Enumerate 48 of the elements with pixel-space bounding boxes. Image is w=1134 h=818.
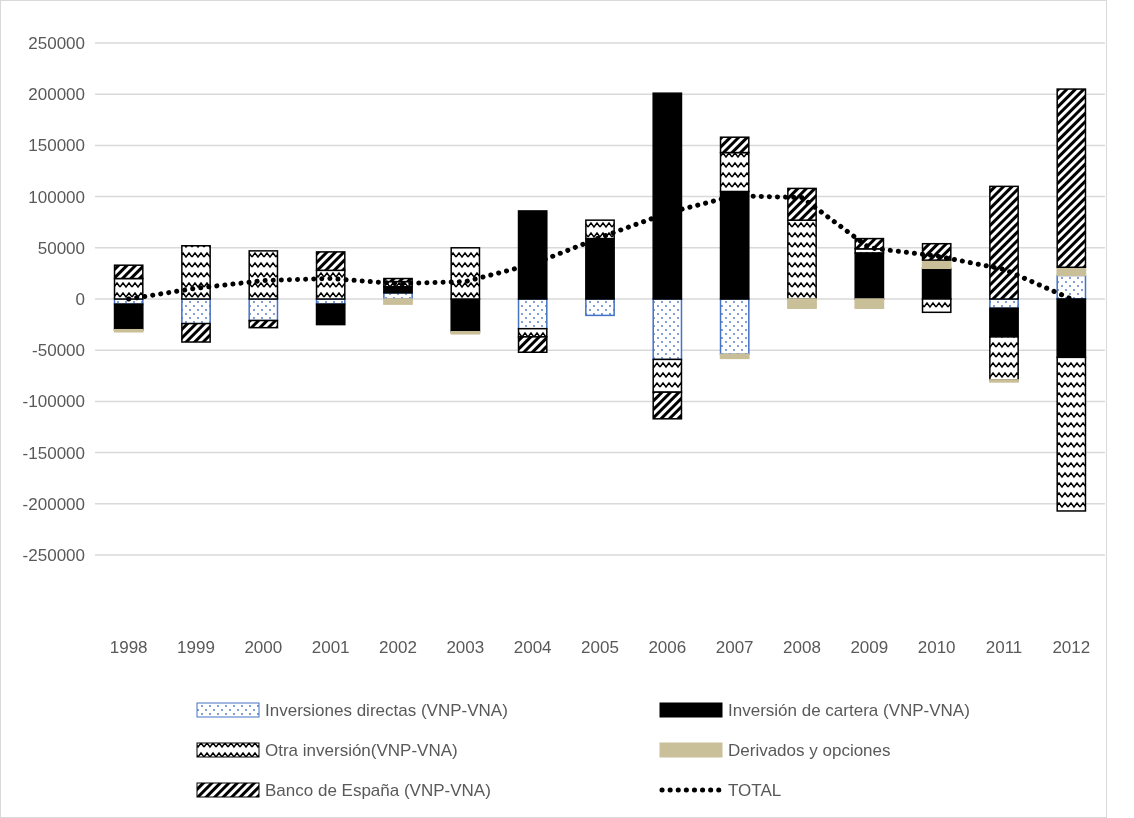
x-tick-label: 1998 [109, 638, 148, 657]
y-tick-label: 100000 [28, 187, 85, 207]
x-tick-label: 2005 [581, 638, 619, 657]
x-tick-label: 2004 [513, 638, 552, 657]
legend-label: Inversiones directas (VNP-VNA) [265, 700, 508, 720]
y-tick-label: 0 [75, 289, 85, 309]
bar [787, 298, 817, 309]
legend-label: Inversión de cartera (VNP-VNA) [728, 700, 970, 720]
legend-label: TOTAL [728, 780, 782, 800]
legend-label: Banco de España (VNP-VNA) [265, 780, 491, 800]
y-tick-label: 50000 [37, 238, 85, 258]
x-tick-label: 2003 [446, 638, 485, 657]
bar [585, 298, 615, 317]
y-tick-label: 150000 [28, 136, 85, 156]
y-tick-label: -250000 [22, 545, 85, 565]
y-tick-label: -150000 [22, 443, 85, 463]
y-tick-label: -100000 [22, 392, 85, 412]
bar [854, 252, 885, 300]
bar [517, 298, 548, 330]
x-tick-label: 2000 [244, 638, 283, 657]
legend-label: Derivados y opciones [728, 740, 891, 760]
x-tick-label: 2009 [850, 638, 889, 657]
bar [383, 298, 413, 305]
x-tick-label: 2012 [1052, 638, 1091, 657]
x-tick-label: 2006 [648, 638, 687, 657]
bar [989, 379, 1019, 383]
x-tick-label: 2002 [379, 638, 417, 657]
bar [181, 322, 211, 343]
x-tick-label: 2008 [783, 638, 821, 657]
legend-label: Otra inversión(VNP-VNA) [265, 740, 458, 760]
bar [1056, 88, 1087, 269]
bar [113, 328, 144, 333]
bar [719, 353, 750, 360]
y-tick-label: 250000 [28, 33, 85, 53]
bar [719, 298, 750, 356]
y-tick-label: -50000 [32, 341, 85, 361]
bar [652, 298, 683, 361]
bar [248, 319, 279, 329]
bar [315, 303, 346, 326]
bar [450, 331, 481, 335]
x-tick-label: 2001 [311, 638, 350, 657]
x-tick-label: 2011 [985, 638, 1023, 657]
bar [854, 298, 885, 309]
y-tick-label: -200000 [22, 494, 85, 514]
x-tick-label: 1999 [177, 638, 215, 657]
x-tick-label: 2010 [917, 638, 956, 657]
y-tick-label: 200000 [28, 85, 85, 105]
x-tick-label: 2007 [715, 638, 754, 657]
